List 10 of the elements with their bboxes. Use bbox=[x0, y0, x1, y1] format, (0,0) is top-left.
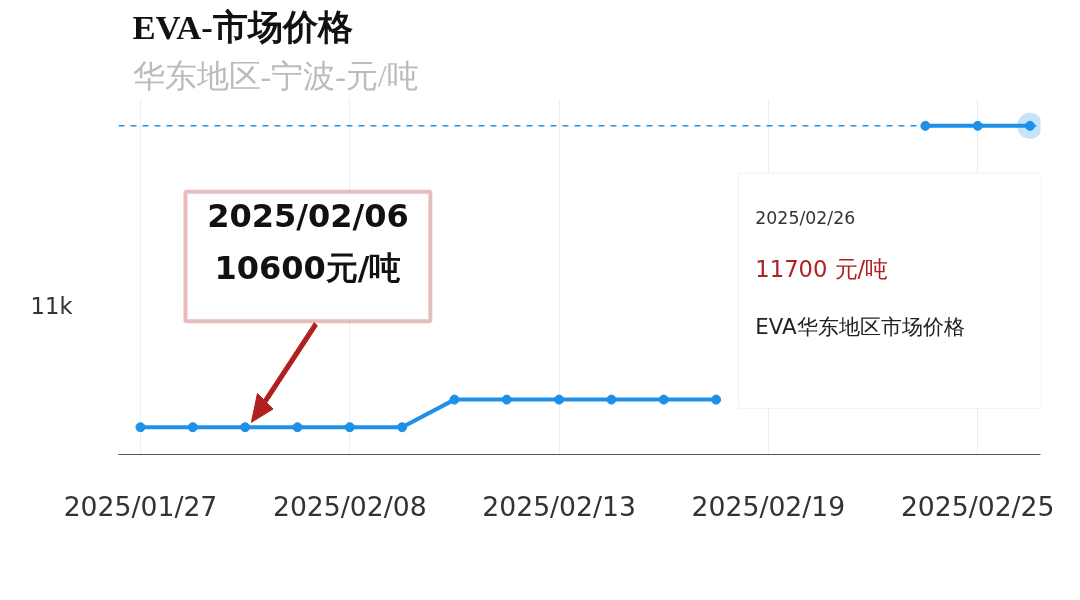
text: 11k bbox=[30, 293, 74, 320]
x-tick-label: 2025/02/25 bbox=[900, 490, 1055, 522]
annotation: 2025/02/06 10600元/吨 bbox=[207, 196, 409, 287]
chart-subtitle: 华东地区-宁波-元/吨 bbox=[132, 57, 419, 94]
x-tick-label: 2025/02/13 bbox=[482, 490, 636, 522]
x-tick-label: 2025/01/27 bbox=[63, 490, 218, 522]
text: 2025/02/26 11700 元/吨 EVA华东地区市场价格 bbox=[755, 207, 965, 339]
chart-title: EVA-市场价格 bbox=[132, 7, 353, 46]
x-tick-label: 2025/02/19 bbox=[691, 490, 846, 522]
x-tick-label: 2025/02/08 bbox=[272, 490, 427, 522]
